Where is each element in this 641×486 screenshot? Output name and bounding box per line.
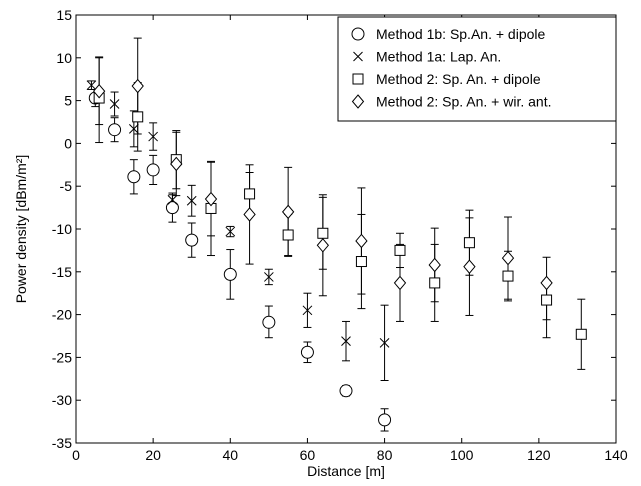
legend-box (337, 16, 617, 122)
diamond-marker (204, 191, 218, 207)
y-tick-label: 5 (64, 93, 72, 109)
diamond-marker (316, 237, 330, 253)
y-tick-label: 10 (56, 50, 72, 66)
diamond-marker (355, 233, 368, 249)
x-tick-label: 0 (72, 447, 80, 463)
square-marker (282, 229, 294, 241)
cross-marker (129, 123, 139, 134)
y-tick-label: 15 (56, 7, 72, 23)
y-axis-label: Power density [dBm/m²] (13, 155, 29, 304)
circle-marker (146, 163, 160, 177)
cross-marker (109, 99, 120, 109)
legend: Method 1b: Sp.An. + dipole Method 1a: Lap… (337, 16, 617, 122)
y-tick-label: -30 (52, 392, 72, 408)
circle-marker (127, 170, 141, 184)
square-marker (355, 256, 367, 268)
legend-square-icon (352, 73, 364, 85)
legend-entry-label: Method 1b: Sp.An. + dipole (376, 26, 545, 42)
diamond-marker (393, 275, 407, 291)
axis-ticks: 0 20 40 60 80 100 120 140 -35 -30 -25 -20 -15 -10 -5 0 5… (52, 7, 628, 463)
diamond-marker (281, 204, 295, 220)
cross-marker (225, 226, 236, 237)
circle-marker (223, 267, 237, 281)
legend-circle-icon (351, 27, 365, 41)
diamond-marker (540, 275, 553, 291)
square-marker (502, 270, 514, 282)
cross-marker (167, 195, 178, 205)
x-axis-label: Distance [m] (307, 463, 385, 479)
y-tick-label: -35 (52, 435, 72, 451)
legend-entry-label: Method 2: Sp. An. + wir. ant. (376, 94, 552, 110)
diamond-marker (92, 83, 106, 99)
x-tick-label: 60 (300, 447, 316, 463)
circle-marker (165, 201, 179, 215)
x-tick-label: 120 (527, 447, 551, 463)
diamond-marker (131, 78, 144, 94)
cross-marker (186, 195, 197, 206)
diamond-marker (463, 259, 476, 274)
diamond-marker (501, 250, 515, 266)
circle-marker (339, 384, 353, 398)
diamond-marker (170, 156, 183, 172)
x-tick-label: 80 (377, 447, 393, 463)
y-tick-label: -25 (52, 349, 72, 365)
y-tick-label: 0 (64, 135, 72, 151)
circle-marker (300, 345, 314, 359)
legend-entry-label: Method 1a: Lap. An. (376, 49, 501, 65)
cross-marker (148, 131, 158, 142)
cross-marker (379, 337, 390, 348)
circle-marker (108, 123, 122, 137)
cross-marker (86, 80, 97, 91)
cross-marker (264, 272, 274, 282)
square-marker (394, 244, 406, 256)
legend-cross-icon (353, 51, 363, 62)
x-tick-label: 100 (450, 447, 474, 463)
square-marker (132, 111, 144, 123)
diamond-marker (428, 257, 441, 273)
square-marker (541, 294, 553, 306)
y-tick-label: -15 (52, 264, 72, 280)
legend-entry-label: Method 2: Sp. An. + dipole (376, 71, 541, 87)
y-tick-label: -10 (52, 221, 72, 237)
square-marker (429, 277, 441, 289)
x-tick-label: 40 (222, 447, 238, 463)
cross-marker (302, 305, 313, 316)
square-marker (463, 237, 475, 249)
square-marker (575, 328, 587, 340)
circle-marker (378, 413, 392, 427)
circle-marker (262, 315, 276, 329)
square-marker (244, 188, 256, 200)
data-markers (86, 78, 587, 427)
y-tick-label: -5 (60, 178, 73, 194)
y-tick-label: -20 (52, 307, 72, 323)
x-tick-label: 140 (604, 447, 628, 463)
diamond-marker (243, 207, 256, 222)
cross-marker (341, 336, 351, 346)
square-marker (317, 227, 329, 239)
legend-diamond-icon (351, 94, 365, 109)
circle-marker (185, 233, 199, 247)
x-tick-label: 20 (145, 447, 161, 463)
